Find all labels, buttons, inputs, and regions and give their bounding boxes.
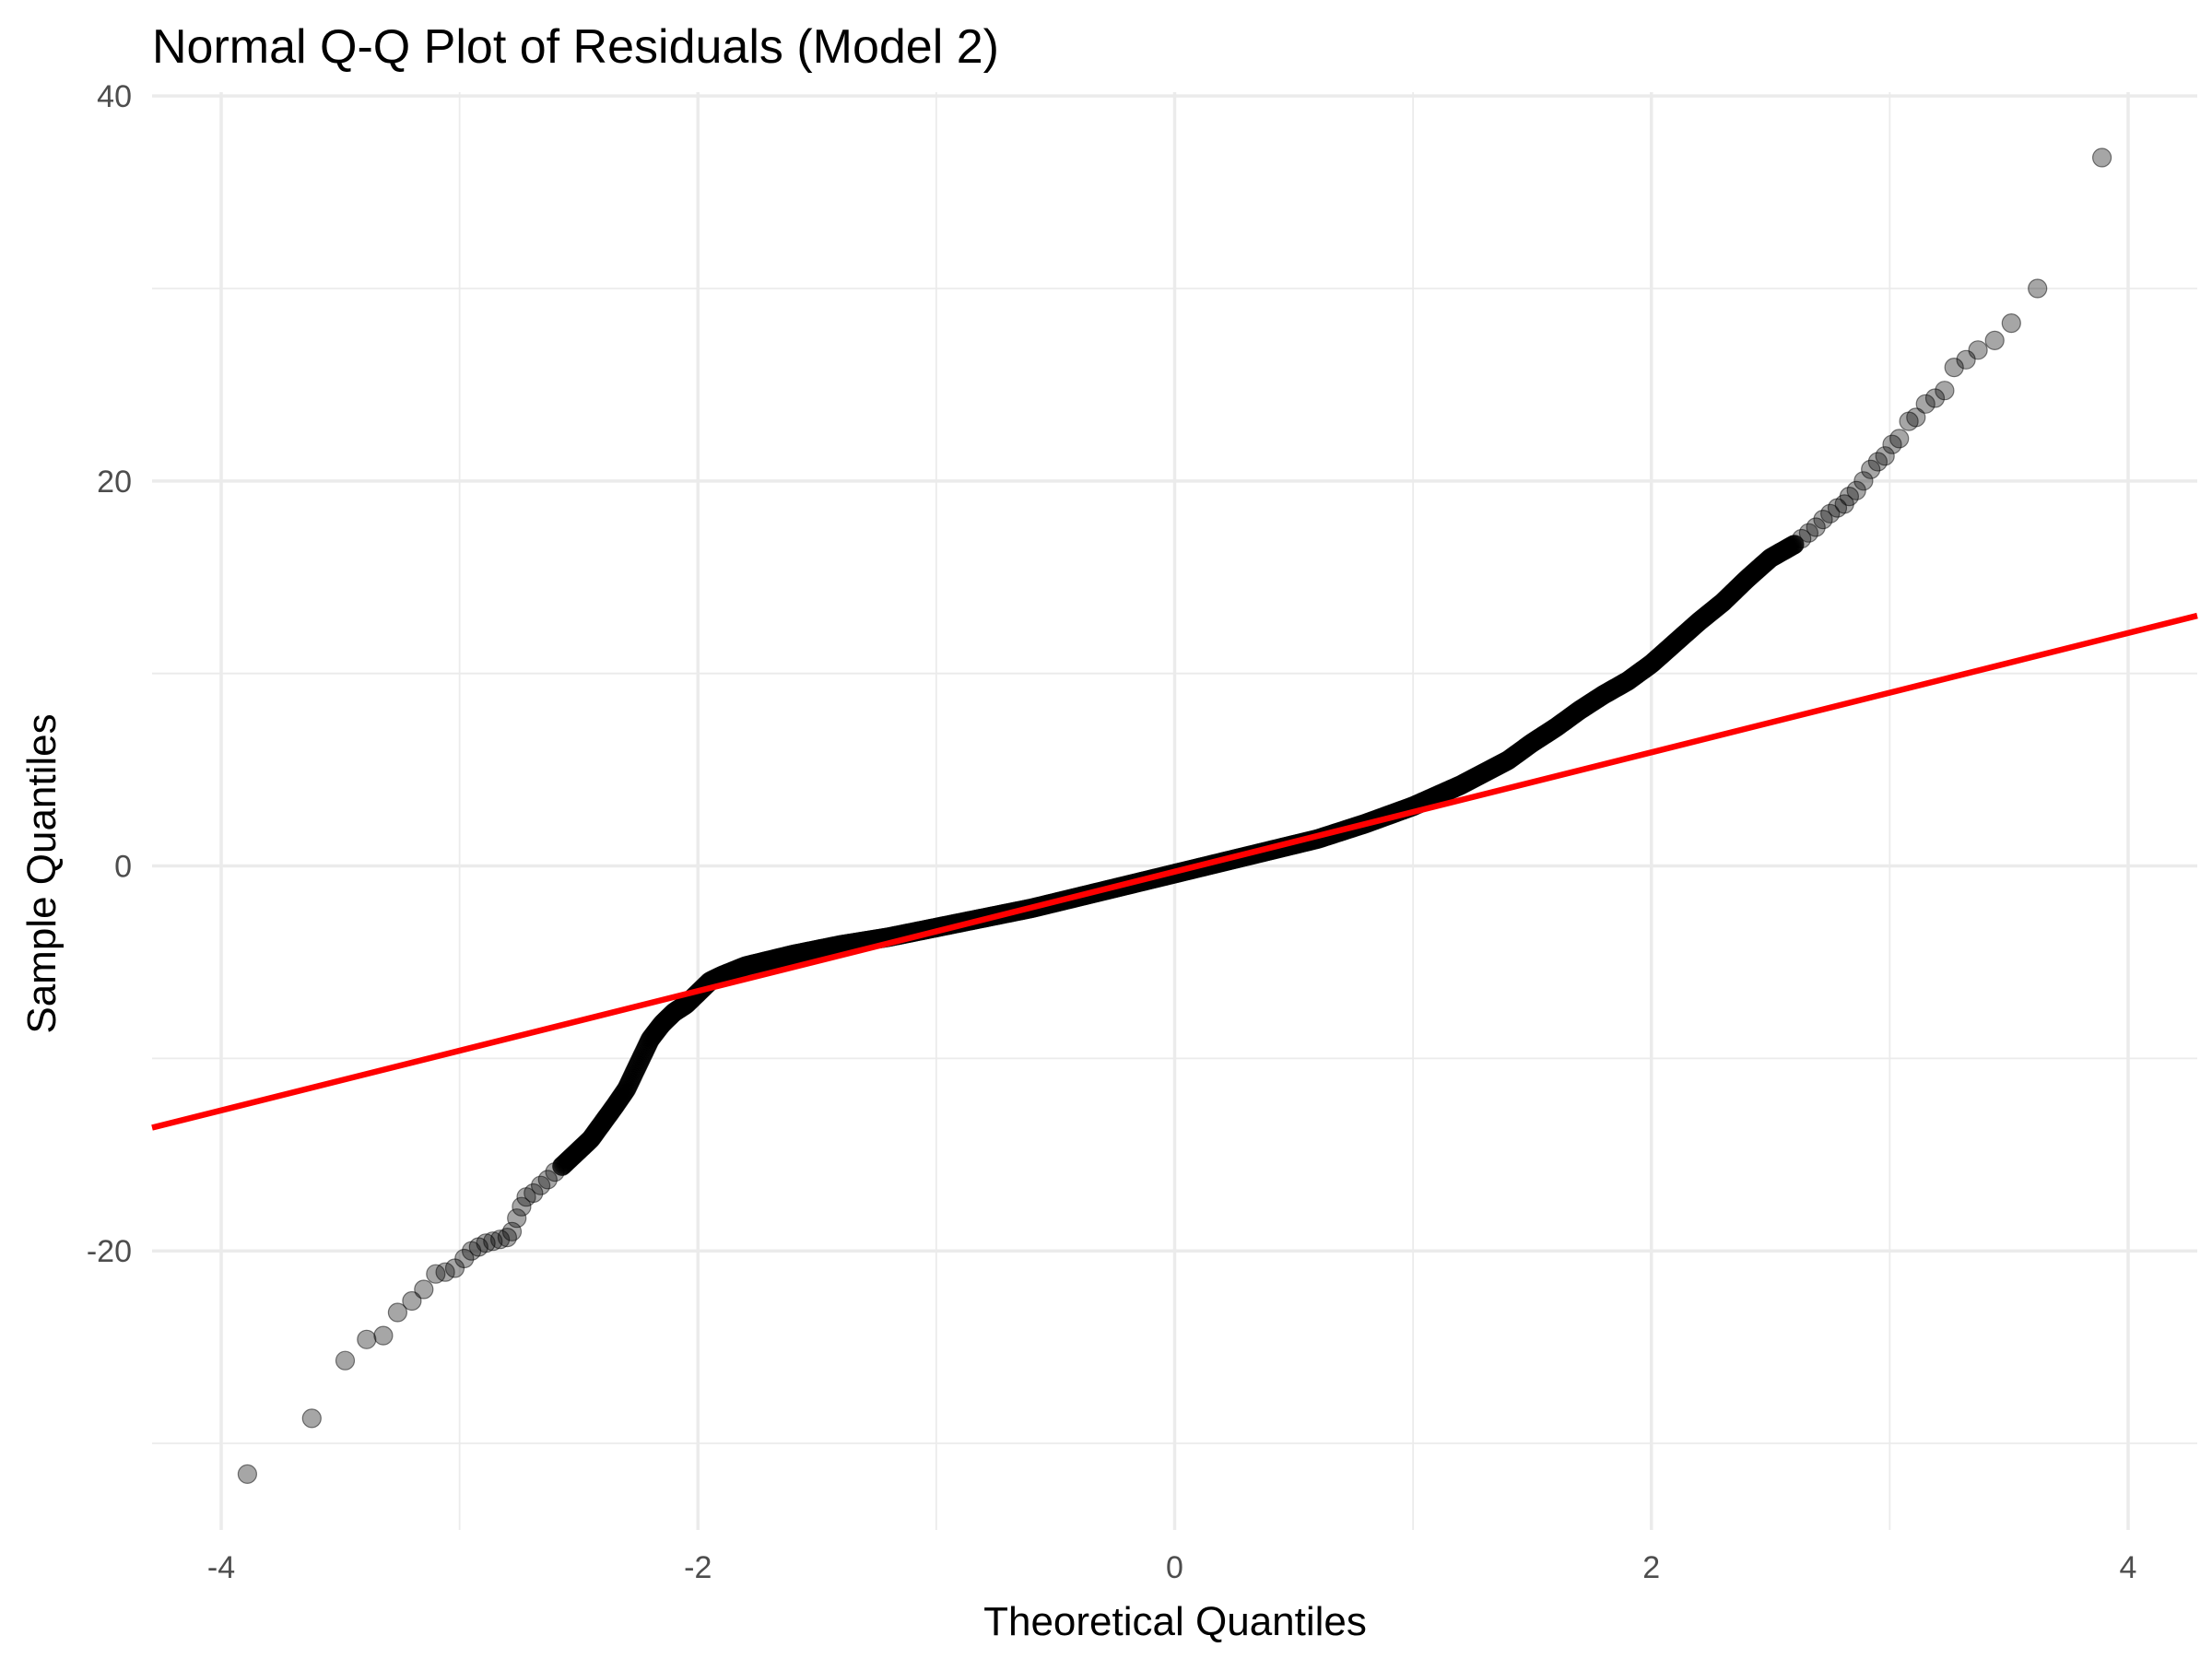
qq-point (357, 1329, 377, 1349)
qq-point (2028, 278, 2048, 299)
qq-point (1944, 358, 1964, 378)
qq-point (435, 1262, 455, 1282)
qq-point (237, 1464, 257, 1485)
qq-point (1853, 471, 1874, 491)
qq-point (483, 1231, 503, 1252)
grid (152, 92, 2197, 1530)
qq-point (414, 1279, 434, 1300)
y-tick-label: 40 (97, 79, 132, 114)
qq-point (1889, 429, 1910, 449)
qq-point (2001, 313, 2021, 334)
qq-point (537, 1170, 558, 1190)
qq-point (512, 1196, 532, 1217)
reference-line (151, 612, 2198, 1131)
x-tick-label: 4 (2120, 1550, 2137, 1585)
y-axis-title: Sample Quantiles (19, 713, 65, 1033)
qq-point (489, 1230, 511, 1250)
qq-point (454, 1248, 475, 1269)
y-tick-label: 20 (97, 465, 132, 500)
qq-point (1968, 340, 1988, 360)
qq-point (524, 1182, 544, 1204)
chart-title: Normal Q-Q Plot of Residuals (Model 2) (152, 20, 999, 74)
y-tick-label: -20 (87, 1234, 132, 1269)
qq-point (1861, 459, 1881, 479)
qq-point (1915, 394, 1936, 414)
qq-point (507, 1208, 527, 1229)
x-axis-title: Theoretical Quantiles (983, 1599, 1367, 1644)
qq-point (1875, 446, 1895, 466)
y-tick-label: 0 (114, 850, 132, 885)
qq-point (552, 1156, 572, 1176)
qq-point (373, 1325, 394, 1346)
x-tick-label: 0 (1166, 1550, 1183, 1585)
qq-point (2092, 147, 2112, 168)
qq-point (1984, 330, 2005, 350)
qq-point (402, 1290, 422, 1312)
qq-point (1935, 381, 1955, 401)
qq-point (387, 1302, 407, 1323)
reference-line-layer (151, 612, 2198, 1131)
qq-point (335, 1350, 356, 1371)
x-tick-label: -4 (207, 1550, 235, 1585)
qq-point (301, 1408, 322, 1429)
qq-point (1846, 480, 1866, 500)
x-tick-label: -2 (684, 1550, 712, 1585)
qq-point (1906, 407, 1926, 428)
qq-point (1806, 517, 1826, 537)
x-tick-label: 2 (1642, 1550, 1660, 1585)
